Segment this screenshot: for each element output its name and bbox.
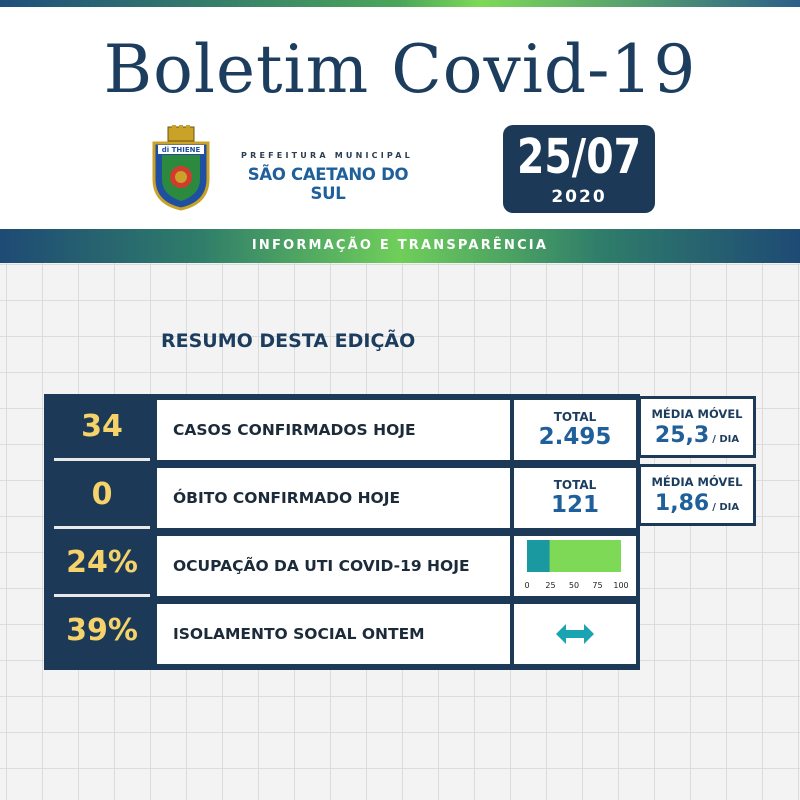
gauge-tick-label: 25 bbox=[545, 581, 555, 590]
row-value: 24% bbox=[66, 545, 138, 580]
divider bbox=[54, 458, 150, 461]
row-label: OCUPAÇÃO DA UTI COVID-19 HOJE bbox=[157, 536, 510, 596]
gauge-ticks: 0 25 50 75 100 bbox=[524, 581, 628, 590]
row-label: ÓBITO CONFIRMADO HOJE bbox=[157, 468, 510, 528]
row-value: 0 bbox=[91, 477, 113, 512]
row-value-cell: 34 bbox=[48, 396, 156, 461]
row-value-cell: 24% bbox=[48, 532, 156, 597]
date-year: 2020 bbox=[551, 187, 607, 207]
city-crest-icon: di THIENE bbox=[152, 125, 210, 211]
gauge-tick-label: 0 bbox=[524, 581, 529, 590]
top-gradient-strip bbox=[0, 0, 800, 7]
city-label: SÃO CAETANO DO SUL bbox=[247, 165, 409, 203]
moving-average-box: MÉDIA MÓVEL 25,3/ DIA bbox=[638, 396, 756, 458]
moving-average-unit: / DIA bbox=[712, 502, 740, 513]
row-label: ISOLAMENTO SOCIAL ONTEM bbox=[157, 604, 510, 664]
moving-average-unit: / DIA bbox=[712, 434, 740, 445]
total-label: TOTAL bbox=[553, 410, 597, 424]
divider bbox=[54, 526, 150, 529]
section-title: RESUMO DESTA EDIÇÃO bbox=[161, 330, 416, 352]
moving-average-number: 1,86 bbox=[654, 491, 710, 516]
gauge-tick-label: 75 bbox=[592, 581, 602, 590]
moving-average-box: MÉDIA MÓVEL 1,86/ DIA bbox=[638, 464, 756, 526]
moving-average-number: 25,3 bbox=[654, 423, 710, 448]
summary-table: 34 CASOS CONFIRMADOS HOJE TOTAL 2.495 0 … bbox=[44, 394, 640, 670]
row-value-cell: 39% bbox=[48, 600, 156, 662]
crest-text: di THIENE bbox=[162, 146, 201, 154]
moving-average-label: MÉDIA MÓVEL bbox=[651, 407, 743, 421]
gauge-tick-label: 100 bbox=[613, 581, 628, 590]
header: Boletim Covid-19 di THIENE PREFEITURA MU… bbox=[0, 7, 800, 229]
isolation-indicator bbox=[514, 604, 636, 664]
total-label: TOTAL bbox=[553, 478, 597, 492]
row-value: 34 bbox=[81, 409, 123, 444]
table-row: 39% ISOLAMENTO SOCIAL ONTEM bbox=[44, 600, 640, 666]
gauge-tick-label: 50 bbox=[569, 581, 579, 590]
total-value: 121 bbox=[550, 492, 599, 518]
moving-average-label: MÉDIA MÓVEL bbox=[651, 475, 743, 489]
gauge-chart: 0 25 50 75 100 bbox=[524, 540, 629, 590]
divider bbox=[54, 594, 150, 597]
date-badge: 25/07 2020 bbox=[503, 125, 655, 213]
gauge-fill bbox=[527, 540, 550, 572]
row-label: CASOS CONFIRMADOS HOJE bbox=[157, 400, 510, 460]
row-value: 39% bbox=[66, 613, 138, 648]
row-value-cell: 0 bbox=[48, 464, 156, 529]
double-arrow-icon bbox=[556, 624, 594, 644]
date-day-month: 25/07 bbox=[517, 129, 641, 185]
table-row: 34 CASOS CONFIRMADOS HOJE TOTAL 2.495 bbox=[44, 396, 640, 462]
prefeitura-label: PREFEITURA MUNICIPAL bbox=[241, 151, 413, 160]
total-value: 2.495 bbox=[538, 424, 612, 450]
table-row: 0 ÓBITO CONFIRMADO HOJE TOTAL 121 bbox=[44, 464, 640, 530]
total-cell: TOTAL 121 bbox=[514, 468, 636, 528]
page-title: Boletim Covid-19 bbox=[103, 31, 697, 108]
icu-gauge: 0 25 50 75 100 bbox=[514, 536, 636, 596]
moving-average-value: 1,86/ DIA bbox=[641, 491, 753, 516]
total-cell: TOTAL 2.495 bbox=[514, 400, 636, 460]
table-row: 24% OCUPAÇÃO DA UTI COVID-19 HOJE 0 25 50 7… bbox=[44, 532, 640, 598]
moving-average-value: 25,3/ DIA bbox=[641, 423, 753, 448]
banner: INFORMAÇÃO E TRANSPARÊNCIA bbox=[0, 229, 800, 263]
